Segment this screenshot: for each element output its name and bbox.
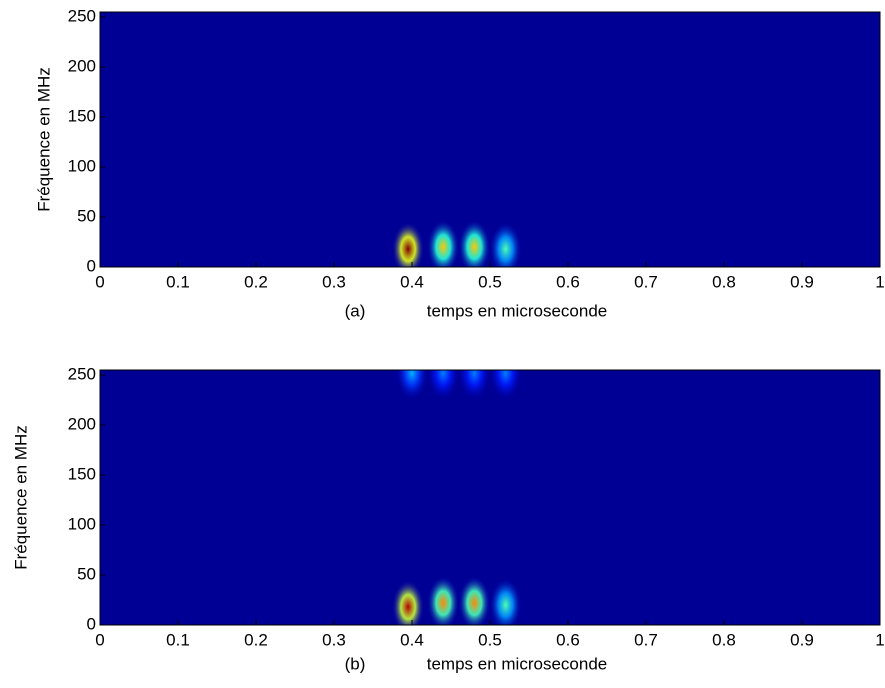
spot bbox=[458, 220, 491, 267]
spot bbox=[427, 370, 460, 400]
spot bbox=[427, 576, 460, 625]
plot-background bbox=[100, 12, 880, 267]
spot bbox=[396, 370, 428, 400]
spot bbox=[489, 222, 522, 267]
x-tick-label: 0.1 bbox=[166, 272, 190, 291]
y-tick-label: 200 bbox=[68, 56, 96, 75]
spots bbox=[392, 220, 522, 267]
x-axis-label: temps en microseconde bbox=[427, 301, 607, 320]
x-tick-label: 0.1 bbox=[166, 630, 190, 649]
x-tick-label: 0.5 bbox=[478, 630, 502, 649]
spot bbox=[392, 222, 425, 267]
spot bbox=[489, 578, 522, 625]
x-tick-label: 0.8 bbox=[712, 272, 736, 291]
x-tick-label: 1 bbox=[875, 630, 884, 649]
y-tick-label: 250 bbox=[68, 6, 96, 25]
y-tick-label: 50 bbox=[77, 564, 96, 583]
x-tick-label: 0.9 bbox=[790, 630, 814, 649]
y-tick-label: 150 bbox=[68, 464, 96, 483]
x-tick-label: 0.3 bbox=[322, 630, 346, 649]
x-tick-label: 0.2 bbox=[244, 630, 268, 649]
x-tick-label: 0.6 bbox=[556, 272, 580, 291]
x-tick-label: 0.8 bbox=[712, 630, 736, 649]
x-tick-label: 0.7 bbox=[634, 630, 658, 649]
y-tick-label: 50 bbox=[77, 206, 96, 225]
spot bbox=[427, 220, 460, 267]
y-tick-label: 0 bbox=[87, 614, 96, 633]
x-axis-label: temps en microseconde bbox=[427, 654, 607, 673]
y-tick-label: 150 bbox=[68, 106, 96, 125]
spot bbox=[458, 370, 491, 400]
y-tick-label: 250 bbox=[68, 364, 96, 383]
y-tick-label: 100 bbox=[68, 514, 96, 533]
spot bbox=[458, 576, 491, 625]
x-tick-label: 0.4 bbox=[400, 630, 424, 649]
y-tick-label: 0 bbox=[87, 256, 96, 275]
x-tick-label: 0.5 bbox=[478, 272, 502, 291]
x-tick-label: 0.4 bbox=[400, 272, 424, 291]
x-tick-label: 0.6 bbox=[556, 630, 580, 649]
x-tick-label: 0.9 bbox=[790, 272, 814, 291]
y-axis-label: Fréquence en MHz bbox=[11, 425, 30, 570]
spot bbox=[489, 370, 522, 400]
plot-background bbox=[100, 370, 880, 625]
x-tick-label: 0.3 bbox=[322, 272, 346, 291]
caption: (a) bbox=[345, 301, 366, 320]
spot bbox=[392, 580, 425, 625]
spots bbox=[392, 370, 522, 625]
x-tick-label: 1 bbox=[875, 272, 884, 291]
x-tick-label: 0 bbox=[95, 272, 104, 291]
x-tick-label: 0.7 bbox=[634, 272, 658, 291]
y-tick-label: 200 bbox=[68, 414, 96, 433]
y-tick-label: 100 bbox=[68, 156, 96, 175]
y-axis-label: Fréquence en MHz bbox=[34, 67, 53, 212]
caption: (b) bbox=[345, 654, 366, 673]
x-tick-label: 0.2 bbox=[244, 272, 268, 291]
x-tick-label: 0 bbox=[95, 630, 104, 649]
